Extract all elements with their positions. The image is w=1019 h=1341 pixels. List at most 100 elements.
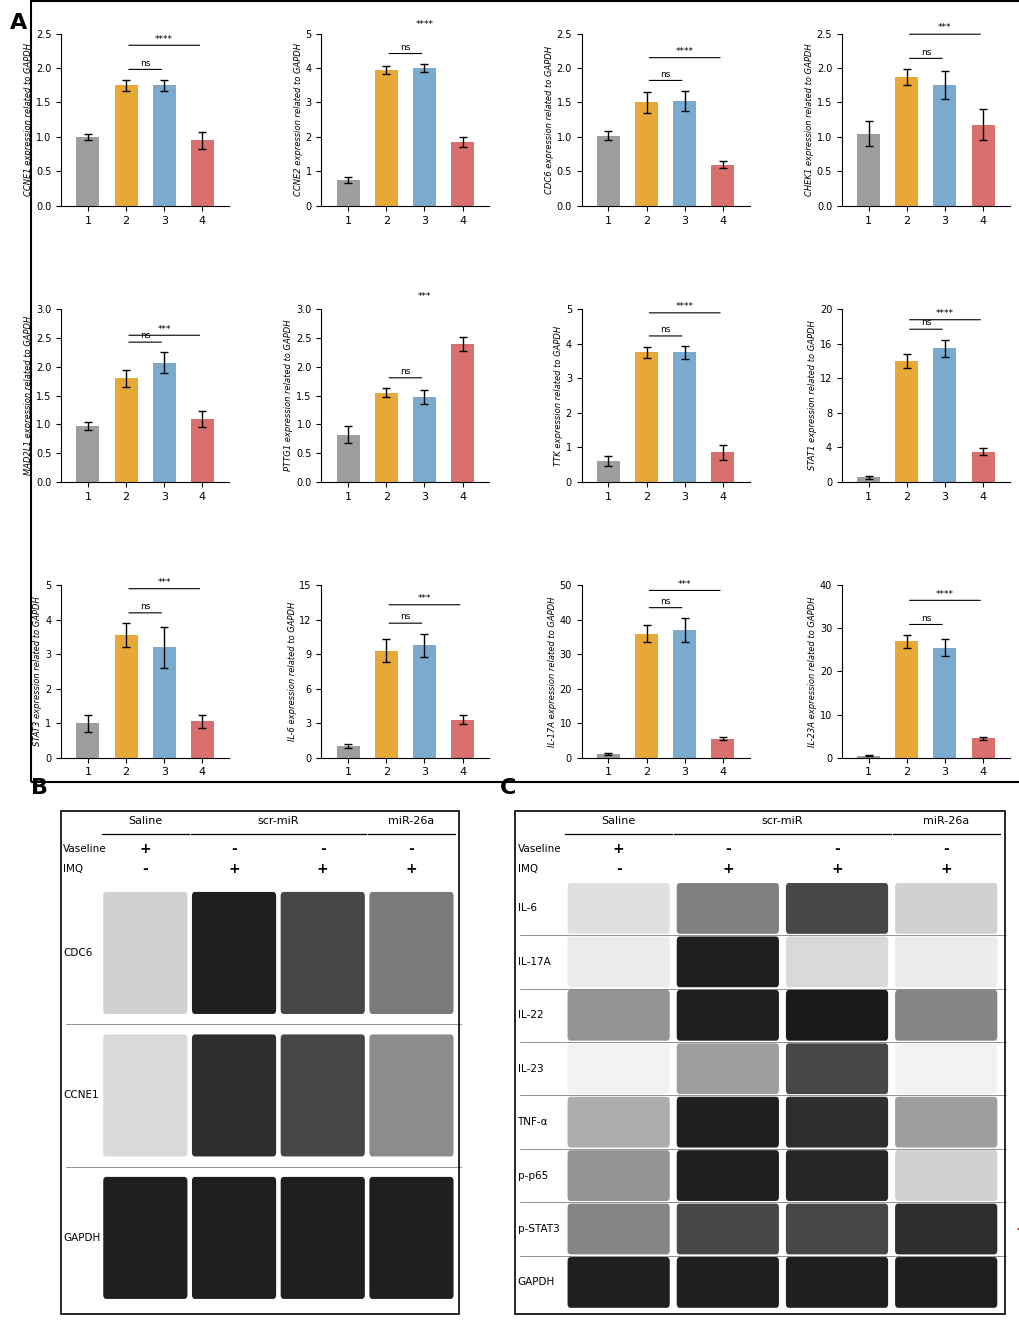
- Bar: [710, 165, 734, 207]
- Text: ns: ns: [920, 614, 930, 622]
- Y-axis label: STAT3 expression related to GAPDH: STAT3 expression related to GAPDH: [34, 597, 43, 747]
- Text: miR-26a: miR-26a: [388, 817, 434, 826]
- Bar: [153, 86, 175, 207]
- Bar: [971, 452, 994, 481]
- Text: Saline: Saline: [128, 817, 162, 826]
- Bar: [895, 76, 917, 207]
- Text: -: -: [320, 842, 325, 856]
- Text: -: -: [409, 842, 414, 856]
- Y-axis label: CCNE1 expression related to GAPDH: CCNE1 expression related to GAPDH: [24, 43, 34, 196]
- Text: +: +: [940, 862, 951, 876]
- Text: IL-6: IL-6: [517, 904, 536, 913]
- Text: p-p65: p-p65: [517, 1171, 547, 1180]
- Bar: [413, 645, 435, 758]
- Text: miR-26a: miR-26a: [922, 817, 968, 826]
- Y-axis label: PTTG1 expression related to GAPDH: PTTG1 expression related to GAPDH: [284, 320, 293, 471]
- Text: ****: ****: [675, 302, 693, 311]
- Text: CCNE1: CCNE1: [63, 1090, 99, 1101]
- Text: IL-22: IL-22: [517, 1010, 543, 1021]
- Text: ns: ns: [140, 331, 150, 341]
- Bar: [413, 397, 435, 481]
- Text: ***: ***: [157, 578, 171, 587]
- Bar: [673, 630, 695, 758]
- Text: +: +: [612, 842, 624, 856]
- Y-axis label: CHEK1 expression related to GAPDH: CHEK1 expression related to GAPDH: [804, 43, 813, 196]
- Bar: [635, 102, 657, 207]
- Bar: [375, 650, 397, 758]
- Text: ns: ns: [659, 70, 671, 79]
- Bar: [856, 134, 879, 207]
- Bar: [710, 452, 734, 481]
- Text: -: -: [725, 842, 730, 856]
- Bar: [450, 720, 474, 758]
- Text: ****: ****: [415, 20, 433, 30]
- Bar: [596, 135, 620, 207]
- Text: -: -: [143, 862, 148, 876]
- Text: ****: ****: [675, 47, 693, 56]
- Bar: [932, 648, 956, 758]
- Text: GAPDH: GAPDH: [63, 1232, 100, 1243]
- Bar: [114, 636, 138, 758]
- Bar: [375, 70, 397, 207]
- Text: p-STAT3: p-STAT3: [517, 1224, 558, 1234]
- Text: -: -: [231, 842, 236, 856]
- Bar: [336, 746, 360, 758]
- Text: scr-miR: scr-miR: [258, 817, 299, 826]
- Text: ****: ****: [935, 590, 953, 598]
- Bar: [596, 461, 620, 481]
- Text: ****: ****: [155, 35, 173, 43]
- Bar: [450, 142, 474, 207]
- Text: -: -: [615, 862, 621, 876]
- Text: scr-miR: scr-miR: [761, 817, 802, 826]
- Bar: [336, 180, 360, 207]
- Text: ***: ***: [418, 594, 431, 603]
- Bar: [76, 137, 99, 207]
- Text: ns: ns: [140, 59, 150, 67]
- Bar: [114, 378, 138, 481]
- Text: ns: ns: [399, 613, 411, 621]
- Y-axis label: STAT1 expression related to GAPDH: STAT1 expression related to GAPDH: [807, 320, 816, 471]
- Bar: [191, 721, 214, 758]
- Text: ns: ns: [920, 48, 930, 56]
- Text: ns: ns: [140, 602, 150, 611]
- Text: GAPDH: GAPDH: [517, 1278, 554, 1287]
- Text: +: +: [830, 862, 842, 876]
- Bar: [114, 86, 138, 207]
- Y-axis label: MAD2L1 expression related to GAPDH: MAD2L1 expression related to GAPDH: [24, 316, 34, 475]
- Bar: [895, 641, 917, 758]
- Bar: [635, 633, 657, 758]
- Text: IMQ: IMQ: [63, 864, 84, 874]
- Bar: [635, 353, 657, 481]
- Bar: [596, 754, 620, 758]
- Text: -: -: [943, 842, 948, 856]
- Text: C: C: [499, 778, 516, 798]
- Text: +: +: [317, 862, 328, 876]
- Text: +: +: [228, 862, 239, 876]
- Bar: [153, 363, 175, 481]
- Text: IMQ: IMQ: [517, 864, 537, 874]
- Text: +: +: [721, 862, 733, 876]
- Text: Vaseline: Vaseline: [517, 843, 560, 854]
- Text: +: +: [140, 842, 151, 856]
- Text: ns: ns: [399, 43, 411, 52]
- Bar: [895, 361, 917, 481]
- Text: ns: ns: [920, 319, 930, 327]
- Bar: [932, 349, 956, 481]
- Text: ***: ***: [418, 292, 431, 300]
- Text: IL-23: IL-23: [517, 1063, 543, 1074]
- Bar: [673, 353, 695, 481]
- Text: ns: ns: [659, 597, 671, 606]
- Text: ***: ***: [937, 24, 951, 32]
- Bar: [673, 101, 695, 207]
- Y-axis label: CCNE2 expression related to GAPDH: CCNE2 expression related to GAPDH: [293, 43, 303, 196]
- Y-axis label: TTK expression related to GAPDH: TTK expression related to GAPDH: [553, 326, 562, 465]
- Text: -: -: [834, 842, 839, 856]
- Bar: [413, 68, 435, 207]
- Y-axis label: IL-23A expression related to GAPDH: IL-23A expression related to GAPDH: [807, 597, 816, 747]
- Bar: [336, 434, 360, 481]
- Bar: [932, 86, 956, 207]
- Text: Saline: Saline: [601, 817, 635, 826]
- Y-axis label: IL-17A expression related to GAPDH: IL-17A expression related to GAPDH: [547, 597, 556, 747]
- Text: ns: ns: [659, 326, 671, 334]
- Bar: [153, 648, 175, 758]
